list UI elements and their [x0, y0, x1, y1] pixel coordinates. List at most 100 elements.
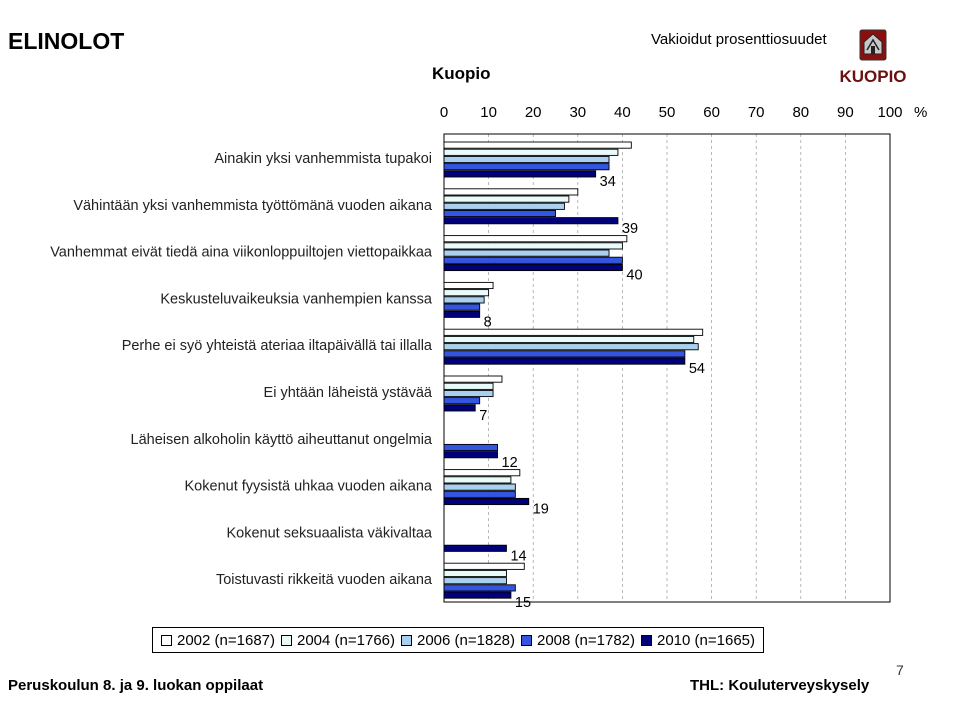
- legend-label: 2008 (n=1782): [537, 631, 635, 649]
- bar: [443, 249, 610, 257]
- legend-entry: 2010 (n=1665): [641, 632, 755, 649]
- legend-swatch: [641, 634, 652, 646]
- legend-swatch: [281, 634, 292, 646]
- page-number: 7: [896, 662, 904, 678]
- bar: [443, 490, 516, 498]
- bar: [443, 404, 476, 412]
- legend-label: 2010 (n=1665): [657, 631, 755, 649]
- bar: [443, 328, 704, 336]
- bar: [443, 375, 503, 383]
- legend-entry: 2002 (n=1687): [161, 632, 275, 649]
- data-label: 8: [484, 314, 492, 330]
- bar: [443, 483, 516, 491]
- bar: [443, 451, 498, 459]
- bar: [443, 170, 597, 178]
- region-label: Kuopio: [432, 64, 491, 83]
- category-label: Vanhemmat eivät tiedä aina viikonloppuil…: [50, 245, 433, 261]
- bar: [443, 584, 516, 592]
- x-unit-label: %: [914, 104, 927, 121]
- bar: [443, 242, 623, 250]
- bar: [443, 256, 623, 264]
- category-label: Läheisen alkoholin käyttö aiheuttanut on…: [131, 432, 433, 448]
- bar: [443, 544, 507, 552]
- bar: [443, 141, 632, 149]
- bar: [443, 577, 507, 585]
- data-label: 14: [510, 548, 526, 564]
- bar: [443, 389, 494, 398]
- data-label: 12: [502, 455, 518, 471]
- legend-entry: 2008 (n=1782): [521, 632, 635, 649]
- bar: [443, 209, 556, 218]
- x-tick-label: 0: [440, 104, 448, 121]
- bar: [443, 195, 570, 203]
- footer-source: THL: Kouluterveyskysely: [690, 677, 870, 694]
- category-label: Kokenut seksuaalista väkivaltaa: [226, 525, 432, 541]
- bar: [443, 281, 494, 290]
- legend-label: 2002 (n=1687): [177, 631, 275, 649]
- bar: [443, 357, 686, 365]
- x-tick-label: 40: [614, 104, 631, 121]
- x-tick-label: 80: [792, 104, 809, 121]
- kuopio-logo: KUOPIO: [839, 29, 907, 86]
- data-label: 15: [515, 595, 531, 611]
- bar: [443, 155, 610, 164]
- legend-label: 2004 (n=1766): [297, 631, 395, 649]
- bar: [443, 296, 485, 304]
- bar: [443, 303, 481, 311]
- category-label: Keskusteluvaikeuksia vanhempien kanssa: [160, 291, 433, 307]
- data-label: 54: [689, 361, 705, 377]
- bar: [443, 217, 619, 225]
- bar: [443, 202, 565, 210]
- bar: [443, 263, 623, 272]
- data-label: 39: [622, 221, 638, 237]
- plot-area: [443, 133, 891, 603]
- page-subtitle: Vakioidut prosenttiosuudet: [651, 31, 827, 48]
- category-label: Toistuvasti rikkeitä vuoden aikana: [216, 572, 433, 588]
- legend-label: 2006 (n=1828): [417, 631, 515, 649]
- bar: [443, 148, 619, 156]
- legend-swatch: [401, 634, 412, 646]
- bar: [443, 310, 481, 318]
- bar: [443, 443, 498, 452]
- bar: [443, 350, 686, 358]
- x-tick-label: 20: [525, 104, 542, 121]
- bar: [443, 289, 490, 297]
- x-tick-label: 10: [480, 104, 497, 121]
- category-label: Kokenut fyysistä uhkaa vuoden aikana: [185, 479, 433, 495]
- legend-swatch: [161, 634, 172, 646]
- chart-legend: 2002 (n=1687) 2004 (n=1766) 2006 (n=1828) 2…: [152, 627, 764, 653]
- bar: [443, 163, 610, 171]
- legend-swatch: [521, 634, 532, 646]
- x-tick-label: 30: [569, 104, 586, 121]
- data-label: 7: [479, 408, 487, 424]
- bar: [443, 497, 530, 506]
- bar: [443, 335, 695, 344]
- category-label: Ei yhtään läheistä ystävää: [264, 385, 433, 401]
- bar: [443, 382, 494, 390]
- page-title: ELINOLOT: [8, 28, 125, 54]
- category-label: Vähintään yksi vanhemmista työttömänä vu…: [73, 198, 433, 214]
- legend-entry: 2006 (n=1828): [401, 632, 515, 649]
- x-tick-label: 70: [748, 104, 765, 121]
- bar: [443, 235, 628, 243]
- category-label: Ainakin yksi vanhemmista tupakoi: [214, 151, 432, 167]
- logo-wordmark: KUOPIO: [839, 67, 906, 86]
- category-label: Perhe ei syö yhteistä ateriaa iltapäiväl…: [122, 338, 433, 354]
- bar: [443, 476, 512, 484]
- bar: [443, 188, 579, 196]
- bar: [443, 569, 507, 578]
- bar: [443, 397, 481, 405]
- bar: [443, 562, 525, 570]
- footer-population: Peruskoulun 8. ja 9. luokan oppilaat: [8, 677, 264, 694]
- data-label: 19: [533, 502, 549, 518]
- data-label: 34: [600, 174, 616, 190]
- x-tick-label: 90: [837, 104, 854, 121]
- bar: [443, 343, 699, 351]
- bar: [443, 591, 512, 599]
- legend-entry: 2004 (n=1766): [281, 632, 395, 649]
- data-label: 40: [626, 268, 642, 284]
- x-tick-label: 50: [659, 104, 676, 121]
- bar: [443, 469, 521, 477]
- x-tick-label: 100: [877, 104, 902, 121]
